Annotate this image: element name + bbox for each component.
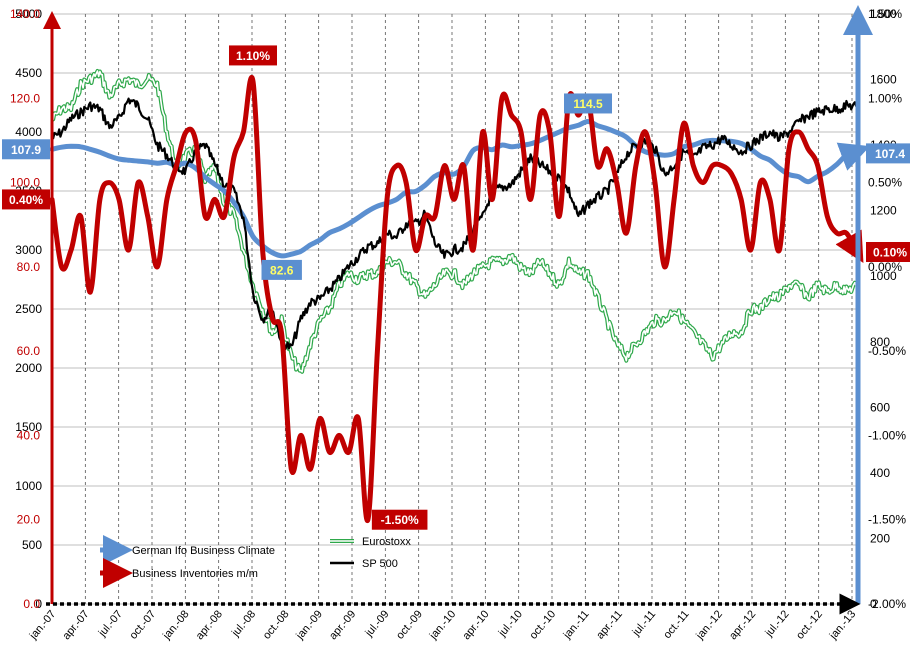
callout-label: 114.5 (573, 97, 603, 111)
x-tick-label: jul.-12 (763, 608, 792, 639)
callout-label: 1.10% (236, 49, 270, 63)
left-ifo-tick: 120.0 (10, 91, 40, 105)
right-inventories-tick: -0.50% (868, 344, 906, 358)
legend-label: Eurostoxx (362, 536, 411, 548)
callout-label: 0.40% (9, 193, 43, 207)
x-tick-label: oct.-10 (527, 608, 558, 641)
right-inventories-tick: -2.00% (868, 597, 906, 611)
x-tick-label: jul.-10 (496, 608, 525, 639)
left-eurostoxx-tick: 1000 (15, 479, 42, 493)
right-sp500-tick: 1200 (870, 204, 897, 218)
series-line-eurostoxx-outline (50, 69, 858, 374)
callout-box (866, 143, 910, 164)
x-tick-label: jul.-11 (630, 608, 659, 639)
callout-label: 107.9 (11, 143, 41, 157)
series-line-eurostoxx (51, 70, 857, 373)
series-line-ifo (49, 119, 871, 259)
right-inventories-tick: 0.00% (868, 260, 902, 274)
callout-box (261, 259, 302, 280)
left-eurostoxx-tick: 5000 (15, 7, 42, 21)
x-tick-label: apr.-08 (194, 608, 225, 642)
right-inventories-tick: 1.50% (868, 7, 902, 21)
x-tick-label: oct.-07 (127, 608, 158, 641)
x-tick-label: jan.-12 (694, 608, 725, 642)
x-tick-label: jul.-07 (96, 608, 125, 639)
left-eurostoxx-tick: 3000 (15, 243, 42, 257)
right-inventories-tick: 1.00% (868, 91, 902, 105)
x-tick-label: apr.-07 (60, 608, 91, 642)
right-sp500-tick: 600 (870, 400, 890, 414)
callout-box (2, 189, 50, 210)
left-ifo-tick: 40.0 (17, 428, 41, 442)
left-eurostoxx-tick: 2000 (15, 361, 42, 375)
x-tick-label: jan.-13 (827, 608, 858, 642)
x-tick-label: jan.-07 (27, 608, 58, 642)
x-tick-label: apr.-12 (727, 608, 758, 642)
left-eurostoxx-tick: 4500 (15, 66, 42, 80)
right-sp500-tick: 400 (870, 466, 890, 480)
legend-label: Business Inventories m/m (132, 568, 258, 580)
callout-label: 82.6 (270, 263, 294, 277)
x-tick-label: oct.-11 (661, 608, 691, 641)
right-inventories-tick: 0.50% (868, 176, 902, 190)
left-eurostoxx-tick: 4000 (15, 125, 42, 139)
x-tick-label: oct.-12 (794, 608, 825, 641)
right-inventories-tick: -1.50% (868, 513, 906, 527)
callout-box (371, 509, 428, 530)
right-sp500-tick: 1800 (870, 7, 897, 21)
x-tick-label: jul.-09 (363, 608, 392, 639)
callout-box (564, 93, 612, 114)
left-ifo-tick: 100.0 (10, 176, 40, 190)
right-sp500-tick: 800 (870, 335, 890, 349)
x-tick-label: jan.-09 (294, 608, 325, 642)
left-ifo-tick: 20.0 (17, 513, 41, 527)
left-eurostoxx-tick: 0 (35, 597, 42, 611)
callout-box (2, 139, 50, 160)
legend-label: SP 500 (362, 558, 398, 570)
callout-label: 107.4 (875, 147, 905, 161)
x-tick-label: apr.-09 (327, 608, 358, 642)
axes-group (43, 5, 873, 615)
callout-box (229, 45, 277, 66)
right-sp500-tick: 1000 (870, 269, 897, 283)
right-sp500-tick: 1600 (870, 73, 897, 87)
x-tick-label: apr.-11 (594, 608, 625, 641)
legend: German Ifo Business Climate Business Inve… (100, 535, 411, 588)
x-tick-label: oct.-08 (261, 608, 292, 641)
x-tick-label: jan.-08 (160, 608, 191, 642)
callout-label: -1.50% (381, 513, 419, 527)
x-tick-label: jul.-08 (229, 608, 258, 639)
left-ifo-tick: 140.0 (10, 7, 40, 21)
left-ifo-tick: 60.0 (17, 344, 41, 358)
left-eurostoxx-tick: 2500 (15, 302, 42, 316)
series-line-inventories (49, 75, 864, 523)
left-ifo-tick: 0.0 (23, 597, 40, 611)
left-ifo-tick: 80.0 (17, 260, 41, 274)
callouts-group: 107.9 82.6 114.5 107.4 0.40% 1.10% -1.50% 0.10% (2, 45, 910, 530)
right-sp500-tick: 0 (870, 597, 877, 611)
series-group (49, 69, 871, 523)
left-eurostoxx-tick: 500 (22, 538, 42, 552)
gridlines (52, 13, 856, 605)
right-sp500-tick: 200 (870, 531, 890, 545)
x-tick-label: oct.-09 (394, 608, 425, 641)
x-tick-label: jan.-10 (427, 608, 458, 642)
series-line-sp500 (50, 97, 858, 351)
x-tick-label: apr.-10 (460, 608, 491, 642)
callout-label: 0.10% (873, 246, 907, 260)
legend-label: German Ifo Business Climate (132, 545, 275, 557)
left-eurostoxx-tick: 1500 (15, 420, 42, 434)
x-tick-label: jan.-11 (561, 608, 592, 642)
callout-box (866, 242, 910, 262)
right-inventories-tick: -1.00% (868, 428, 906, 442)
